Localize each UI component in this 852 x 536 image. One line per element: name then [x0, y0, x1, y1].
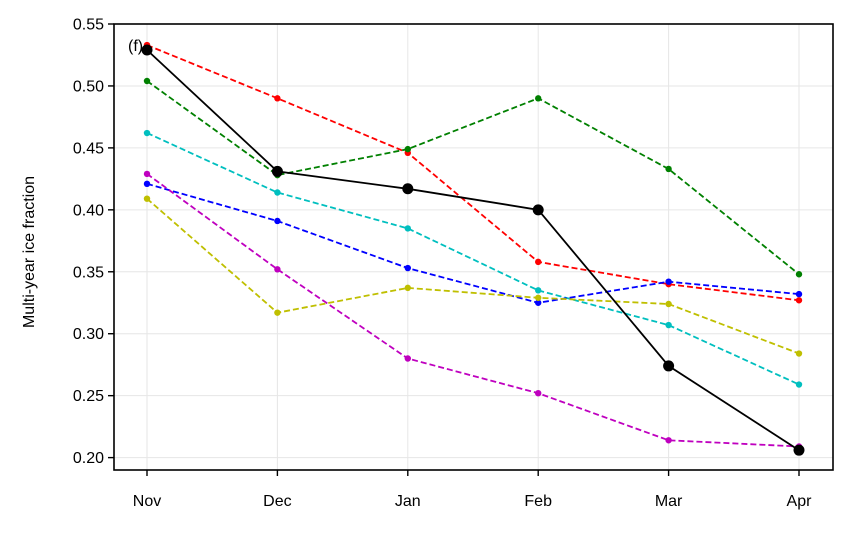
data-point	[141, 44, 153, 56]
data-point	[404, 264, 411, 272]
data-point	[143, 180, 151, 188]
data-point	[274, 309, 281, 316]
series-line	[146, 49, 800, 451]
data-point	[665, 278, 672, 285]
series-1	[143, 77, 803, 278]
series-layer	[141, 41, 805, 456]
series-line	[146, 80, 800, 276]
x-tick-label: Nov	[133, 493, 161, 510]
data-point	[535, 389, 542, 397]
data-point	[795, 297, 803, 304]
y-tick-label: 0.50	[73, 78, 104, 95]
data-point	[143, 170, 151, 178]
series-3	[143, 180, 803, 306]
data-point	[274, 95, 281, 102]
y-tick-label: 0.35	[73, 264, 104, 281]
series-6	[141, 44, 805, 456]
data-point	[274, 189, 281, 196]
data-point	[535, 299, 542, 306]
data-point	[535, 294, 542, 301]
data-point	[665, 437, 672, 444]
data-point	[795, 271, 803, 278]
data-point	[795, 350, 803, 357]
y-tick-label: 0.20	[73, 450, 104, 467]
y-tick-label: 0.55	[73, 17, 104, 34]
panel-label: (f)	[128, 38, 143, 55]
series-line	[146, 198, 800, 355]
data-point	[795, 381, 803, 388]
y-axis: 0.20 0.25 0.30 0.35 0.40 0.45 0.50 0.55	[73, 17, 114, 467]
series-4	[143, 170, 803, 450]
data-point	[532, 204, 544, 216]
data-point	[143, 195, 151, 202]
data-point	[665, 321, 672, 329]
x-axis: Nov Dec Jan Feb Mar Apr	[133, 470, 812, 510]
data-point	[404, 355, 411, 362]
series-5	[143, 195, 803, 357]
data-point	[143, 77, 151, 85]
data-point	[665, 300, 672, 308]
series-line	[146, 173, 800, 448]
y-tick-label: 0.30	[73, 326, 104, 343]
series-2	[143, 129, 803, 388]
data-point	[793, 444, 805, 456]
y-tick-label: 0.25	[73, 388, 104, 405]
data-point	[663, 360, 675, 372]
data-point	[535, 95, 542, 102]
x-tick-label: Dec	[263, 493, 291, 510]
data-point	[404, 284, 411, 292]
series-0	[143, 41, 803, 304]
data-point	[535, 287, 542, 294]
series-line	[146, 182, 800, 304]
x-tick-label: Apr	[787, 493, 813, 510]
data-point	[143, 129, 151, 137]
data-point	[404, 145, 411, 153]
y-tick-label: 0.45	[73, 140, 104, 157]
data-point	[274, 266, 281, 273]
data-point	[271, 165, 283, 177]
data-point	[665, 165, 672, 173]
series-line	[146, 44, 800, 302]
series-line	[146, 132, 800, 386]
data-point	[402, 183, 414, 195]
plot-frame	[113, 23, 834, 471]
data-point	[404, 225, 411, 232]
data-point	[274, 217, 281, 225]
x-tick-label: Jan	[395, 493, 421, 510]
y-tick-label: 0.40	[73, 202, 104, 219]
data-point	[535, 258, 542, 266]
x-tick-label: Feb	[524, 493, 552, 510]
data-point	[795, 290, 803, 298]
y-axis-label: Multi-year ice fraction	[21, 176, 38, 328]
x-tick-label: Mar	[655, 493, 683, 510]
